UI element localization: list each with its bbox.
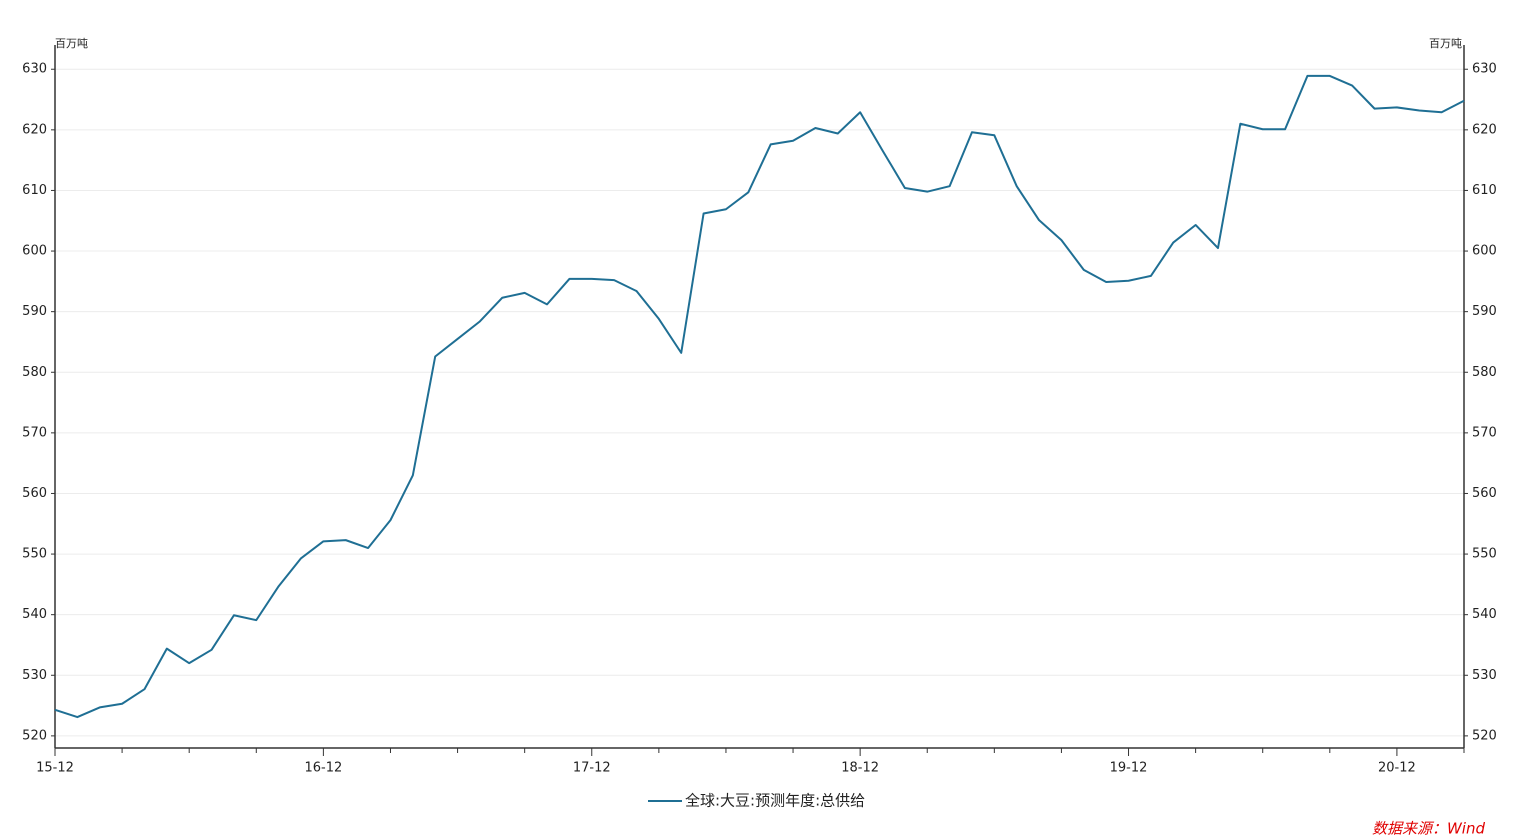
- y2-tick-label: 590: [1472, 304, 1497, 319]
- y2-tick-label: 570: [1472, 425, 1497, 440]
- y2-tick-label: 620: [1472, 122, 1497, 137]
- x-tick-label: 20-12: [1378, 761, 1416, 776]
- y-tick-label: 610: [22, 183, 47, 198]
- x-tick-label: 17-12: [573, 761, 611, 776]
- y-unit: 百万吨: [55, 37, 88, 50]
- source-note: 数据来源：Wind: [1372, 820, 1486, 838]
- y-tick-label: 620: [22, 122, 47, 137]
- y-tick-label: 580: [22, 365, 47, 380]
- y-tick-label: 600: [22, 244, 47, 259]
- y2-tick-label: 550: [1472, 547, 1497, 562]
- series-line: [54, 74, 1465, 719]
- x-tick-label: 16-12: [304, 761, 342, 776]
- y2-tick-label: 610: [1472, 183, 1497, 198]
- y-tick-label: 590: [22, 304, 47, 319]
- y-tick-label: 550: [22, 547, 47, 562]
- x-tick-label: 15-12: [36, 761, 74, 776]
- y2-tick-label: 540: [1472, 607, 1497, 622]
- y-tick-label: 570: [22, 425, 47, 440]
- y2-tick-label: 560: [1472, 486, 1497, 501]
- x-tick-label: 18-12: [841, 761, 879, 776]
- y2-tick-label: 520: [1472, 728, 1497, 743]
- y2-tick-label: 600: [1472, 244, 1497, 259]
- y2-tick-label: 580: [1472, 365, 1497, 380]
- y-tick-label: 520: [22, 728, 47, 743]
- y2-tick-label: 630: [1472, 62, 1497, 77]
- y2-tick-label: 530: [1472, 668, 1497, 683]
- y-tick-label: 630: [22, 62, 47, 77]
- y-tick-label: 560: [22, 486, 47, 501]
- y-tick-label: 530: [22, 668, 47, 683]
- legend-label: 全球:大豆:预测年度:总供给: [685, 792, 865, 810]
- y-tick-label: 540: [22, 607, 47, 622]
- x-tick-label: 19-12: [1110, 761, 1148, 776]
- y2-unit: 百万吨: [1429, 37, 1462, 50]
